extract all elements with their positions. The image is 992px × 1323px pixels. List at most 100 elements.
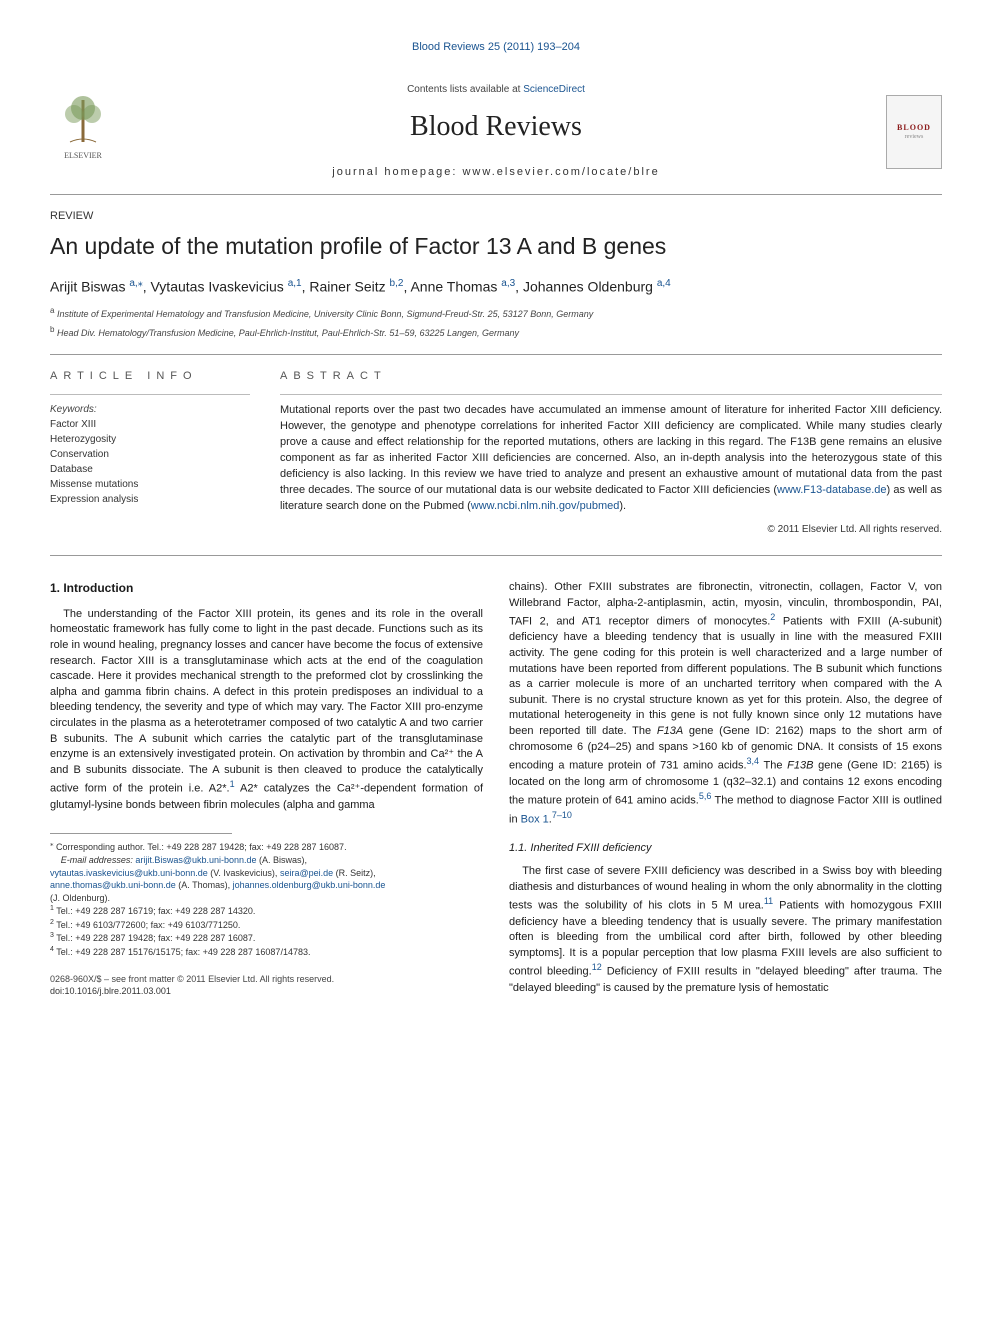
author-affmark: a, bbox=[129, 278, 137, 289]
info-abstract-row: article info Keywords: Factor XIII Heter… bbox=[50, 369, 942, 537]
article-title: An update of the mutation profile of Fac… bbox=[50, 230, 942, 262]
author-name: Anne Thomas bbox=[410, 278, 497, 294]
abstract-block: abstract Mutational reports over the pas… bbox=[280, 369, 942, 537]
author-email[interactable]: arijit.Biswas@ukb.uni-bonn.de bbox=[135, 855, 256, 865]
article-info-heading: article info bbox=[50, 369, 250, 384]
citation-ref[interactable]: 11 bbox=[764, 896, 773, 906]
author-affmark: a,3 bbox=[501, 278, 515, 289]
article-type-label: REVIEW bbox=[50, 209, 942, 224]
box-ref[interactable]: Box 1 bbox=[521, 814, 549, 826]
column-1-content: 1. Introduction The understanding of the… bbox=[50, 580, 483, 998]
article-info-block: article info Keywords: Factor XIII Heter… bbox=[50, 369, 250, 537]
email-continuation: (J. Oldenburg). bbox=[50, 892, 483, 905]
affiliation-text: Institute of Experimental Hematology and… bbox=[57, 309, 593, 319]
section-subheading-1-1: 1.1. Inherited FXIII deficiency bbox=[509, 841, 942, 856]
affiliation: a Institute of Experimental Hematology a… bbox=[50, 305, 942, 321]
footnote-text: Tel.: +49 6103/772600; fax: +49 6103/771… bbox=[54, 920, 241, 930]
body-paragraph: The understanding of the Factor XIII pro… bbox=[50, 607, 483, 814]
body-paragraph: chains). Other FXIII substrates are fibr… bbox=[509, 580, 942, 829]
author-name: Vytautas Ivaskevicius bbox=[150, 278, 283, 294]
tel-footnote: 4 Tel.: +49 228 287 15176/15175; fax: +4… bbox=[50, 945, 483, 959]
abstract-text-segment: Mutational reports over the past two dec… bbox=[280, 404, 942, 496]
author-affmark: a,1 bbox=[288, 278, 302, 289]
affiliation-label: b bbox=[50, 325, 54, 334]
footnotes-block: ⁎ Corresponding author. Tel.: +49 228 28… bbox=[50, 840, 483, 958]
footnote-text: Tel.: +49 228 287 15176/15175; fax: +49 … bbox=[54, 947, 311, 957]
keywords-label: Keywords: bbox=[50, 403, 250, 417]
email-continuation: vytautas.ivaskevicius@ukb.uni-bonn.de (V… bbox=[50, 867, 483, 880]
journal-homepage-line: journal homepage: www.elsevier.com/locat… bbox=[130, 165, 862, 180]
abstract-url[interactable]: www.ncbi.nlm.nih.gov/pubmed bbox=[471, 500, 620, 512]
footnote-text: Corresponding author. Tel.: +49 228 287 … bbox=[54, 842, 347, 852]
cover-thumb-area: BLOOD reviews bbox=[862, 95, 942, 169]
author-email[interactable]: seira@pei.de bbox=[280, 868, 333, 878]
svg-text:ELSEVIER: ELSEVIER bbox=[64, 151, 102, 160]
abstract-text: Mutational reports over the past two dec… bbox=[280, 403, 942, 515]
tel-footnote: 2 Tel.: +49 6103/772600; fax: +49 6103/7… bbox=[50, 918, 483, 932]
keyword: Conservation bbox=[50, 447, 250, 462]
author-name: Johannes Oldenburg bbox=[523, 278, 653, 294]
author-affmark: a,4 bbox=[657, 278, 671, 289]
email-who: (A. Thomas), bbox=[176, 880, 233, 890]
email-who: (R. Seitz), bbox=[333, 868, 376, 878]
affiliation-text: Head Div. Hematology/Transfusion Medicin… bbox=[57, 328, 519, 338]
abstract-divider bbox=[280, 394, 942, 395]
author-email[interactable]: vytautas.ivaskevicius@ukb.uni-bonn.de bbox=[50, 868, 208, 878]
header-citation: Blood Reviews 25 (2011) 193–204 bbox=[50, 40, 942, 55]
sciencedirect-link[interactable]: ScienceDirect bbox=[523, 84, 585, 95]
section-divider bbox=[50, 354, 942, 355]
body-columns: 1. Introduction The understanding of the… bbox=[50, 580, 942, 998]
info-divider bbox=[50, 394, 250, 395]
body-text-segment: Patients with FXIII (A-subunit) deficien… bbox=[509, 616, 942, 737]
contents-available-line: Contents lists available at ScienceDirec… bbox=[130, 83, 862, 97]
author-name: Arijit Biswas bbox=[50, 278, 125, 294]
corresponding-author-footnote: ⁎ Corresponding author. Tel.: +49 228 28… bbox=[50, 840, 483, 854]
citation-ref[interactable]: 12 bbox=[592, 962, 602, 972]
author-affmark: b,2 bbox=[390, 278, 404, 289]
journal-cover-thumbnail: BLOOD reviews bbox=[886, 95, 942, 169]
email-who: (V. Ivaskevicius), bbox=[208, 868, 280, 878]
page: Blood Reviews 25 (2011) 193–204 ELSEVIER… bbox=[0, 0, 992, 1038]
email-who: (J. Oldenburg). bbox=[50, 893, 110, 903]
author-name: Rainer Seitz bbox=[309, 278, 385, 294]
email-label: E-mail addresses: bbox=[61, 855, 136, 865]
citation-ref[interactable]: 3,4 bbox=[747, 756, 760, 766]
author-list: Arijit Biswas a,⁎, Vytautas Ivaskevicius… bbox=[50, 277, 942, 297]
keyword: Heterozygosity bbox=[50, 432, 250, 447]
keyword: Database bbox=[50, 462, 250, 477]
keywords-list: Factor XIII Heterozygosity Conservation … bbox=[50, 417, 250, 507]
author-corrmark: ⁎ bbox=[138, 278, 143, 289]
keyword: Missense mutations bbox=[50, 477, 250, 492]
email-who: (A. Biswas), bbox=[257, 855, 308, 865]
doi-line: doi:10.1016/j.blre.2011.03.001 bbox=[50, 985, 483, 998]
citation-ref[interactable]: 5,6 bbox=[699, 791, 712, 801]
abstract-heading: abstract bbox=[280, 369, 942, 384]
publisher-logo-area: ELSEVIER bbox=[50, 92, 130, 171]
cover-subtitle: reviews bbox=[905, 133, 924, 141]
issn-line: 0268-960X/$ – see front matter © 2011 El… bbox=[50, 973, 483, 986]
author-email[interactable]: anne.thomas@ukb.uni-bonn.de bbox=[50, 880, 176, 890]
body-text-segment: The bbox=[759, 760, 787, 772]
abstract-text-segment: ). bbox=[619, 500, 626, 512]
journal-name: Blood Reviews bbox=[130, 107, 862, 146]
banner-center: Contents lists available at ScienceDirec… bbox=[130, 83, 862, 180]
citation-ref[interactable]: 7–10 bbox=[552, 810, 572, 820]
footnote-divider bbox=[50, 833, 232, 834]
email-continuation: anne.thomas@ukb.uni-bonn.de (A. Thomas),… bbox=[50, 879, 483, 892]
keyword: Expression analysis bbox=[50, 492, 250, 507]
abstract-url[interactable]: www.F13-database.de bbox=[777, 484, 886, 496]
page-footer: 0268-960X/$ – see front matter © 2011 El… bbox=[50, 973, 483, 998]
cover-title: BLOOD bbox=[897, 122, 931, 133]
journal-banner: ELSEVIER Contents lists available at Sci… bbox=[50, 73, 942, 195]
elsevier-tree-icon: ELSEVIER bbox=[50, 92, 116, 166]
keyword: Factor XIII bbox=[50, 417, 250, 432]
gene-symbol: F13A bbox=[657, 725, 683, 737]
affiliation: b Head Div. Hematology/Transfusion Medic… bbox=[50, 324, 942, 340]
affiliation-label: a bbox=[50, 306, 54, 315]
tel-footnote: 1 Tel.: +49 228 287 16719; fax: +49 228 … bbox=[50, 904, 483, 918]
body-paragraph: The first case of severe FXIII deficienc… bbox=[509, 864, 942, 996]
author-email[interactable]: johannes.oldenburg@ukb.uni-bonn.de bbox=[233, 880, 386, 890]
footnote-text: Tel.: +49 228 287 19428; fax: +49 228 28… bbox=[54, 933, 256, 943]
section-heading-introduction: 1. Introduction bbox=[50, 580, 483, 597]
section-divider bbox=[50, 555, 942, 556]
